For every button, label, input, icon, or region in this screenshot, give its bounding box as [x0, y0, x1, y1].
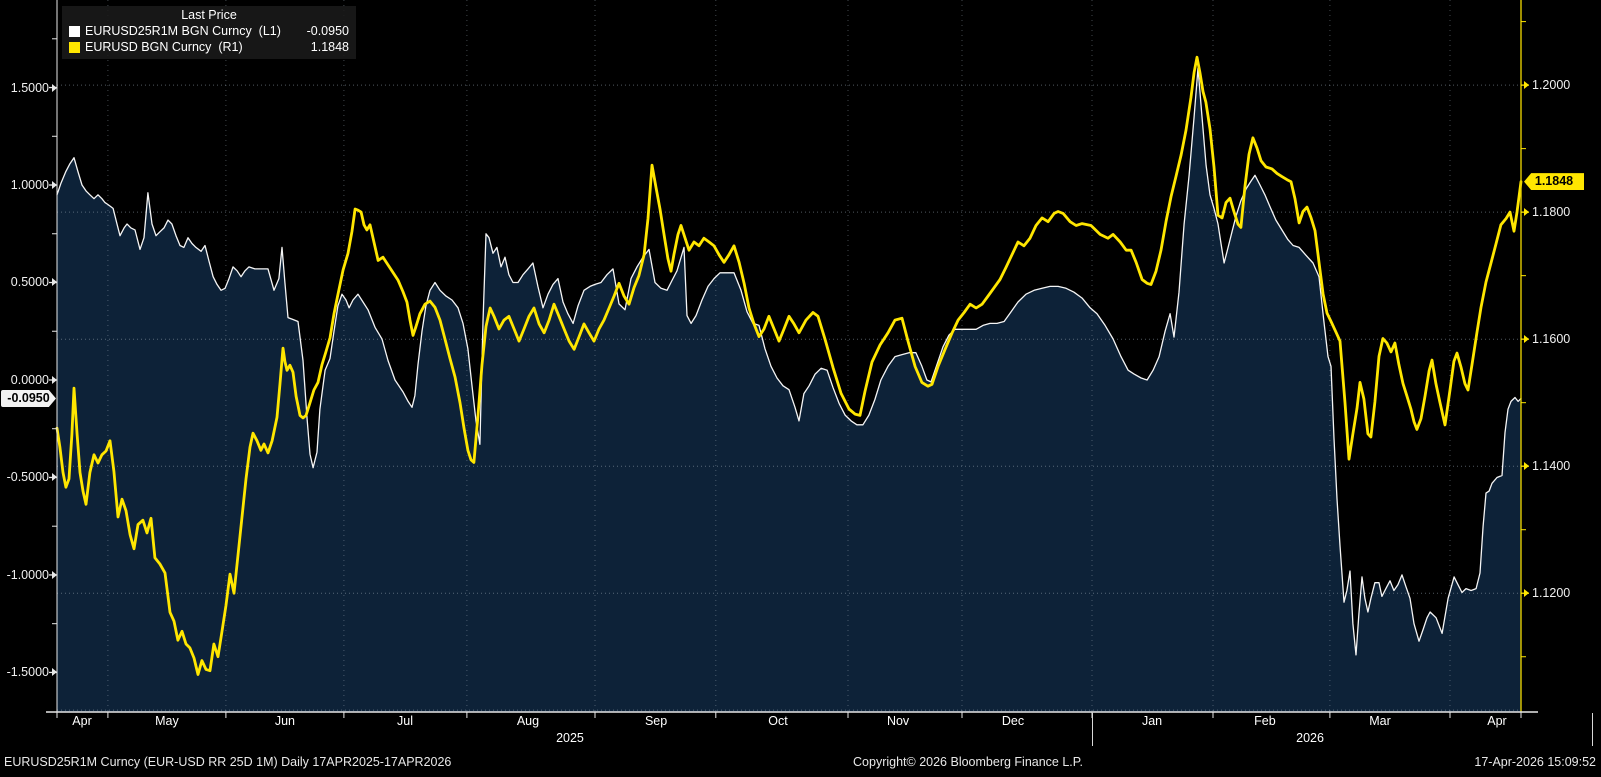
- series-line-r1-eurusd: [55, 55, 1523, 676]
- series-line-l1-risk-reversal: [56, 67, 1522, 656]
